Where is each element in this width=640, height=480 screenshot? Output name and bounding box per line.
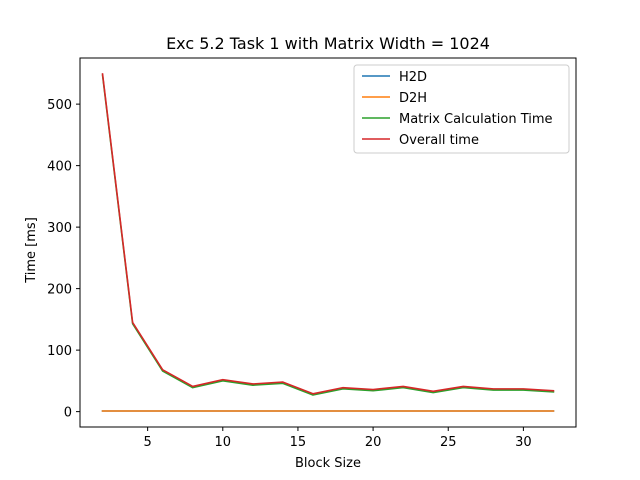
- legend-label-d2h: D2H: [399, 91, 427, 106]
- x-tick-label: 10: [215, 435, 232, 450]
- x-axis-label: Block Size: [295, 456, 361, 471]
- series-line-overall-time: [101, 73, 555, 395]
- legend-box: [353, 64, 570, 154]
- legend-label-overall-time: Overall time: [399, 133, 479, 148]
- y-tick-label: 200: [47, 283, 72, 298]
- legend-label-h2d: H2D: [399, 70, 427, 85]
- y-tick-label: 500: [47, 98, 72, 113]
- plot-frame: [79, 57, 577, 428]
- chart-title: Exc 5.2 Task 1 with Matrix Width = 1024: [166, 34, 490, 53]
- y-tick-label: 300: [47, 221, 72, 236]
- series-line-matrix-calculation-time: [101, 74, 555, 396]
- y-tick-label: 400: [47, 160, 72, 175]
- legend: H2D D2H Matrix Calculation Time Overall tim…: [353, 64, 570, 154]
- x-tick-label: 5: [143, 435, 151, 450]
- x-tick-label: 20: [365, 435, 382, 450]
- y-axis-label: Time [ms]: [24, 217, 39, 284]
- y-tick-label: 0: [64, 406, 72, 421]
- x-tick-label: 15: [290, 435, 307, 450]
- x-tick-label: 25: [440, 435, 457, 450]
- series-lines: [101, 73, 555, 412]
- x-tick-label: 30: [515, 435, 532, 450]
- y-tick-label: 100: [47, 344, 72, 359]
- legend-label-matrix-calculation-time: Matrix Calculation Time: [399, 112, 553, 127]
